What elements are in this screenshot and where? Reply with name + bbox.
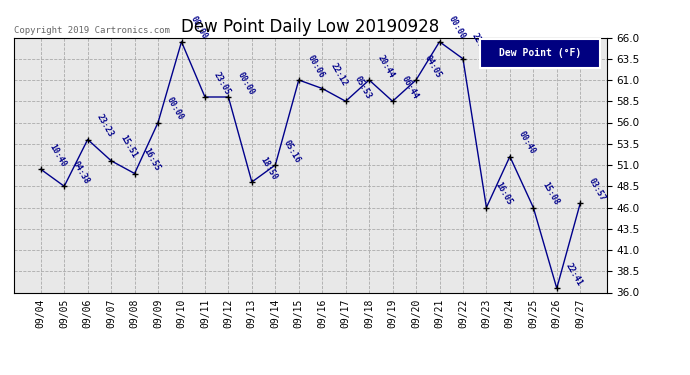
Text: 18:50: 18:50 — [259, 155, 279, 181]
Text: 00:06: 00:06 — [306, 53, 326, 79]
Text: Dew Point (°F): Dew Point (°F) — [499, 48, 581, 58]
Text: 23:05: 23:05 — [212, 70, 233, 96]
Text: 05:16: 05:16 — [282, 138, 302, 164]
Text: 16:55: 16:55 — [141, 147, 162, 173]
Text: 00:40: 00:40 — [517, 130, 537, 156]
Text: 23:23: 23:23 — [95, 112, 115, 139]
Text: 05:53: 05:53 — [353, 74, 373, 100]
Text: 20:44: 20:44 — [376, 53, 396, 79]
Text: 00:00: 00:00 — [188, 15, 209, 41]
Text: 00:00: 00:00 — [165, 96, 186, 122]
Text: 06:44: 06:44 — [400, 74, 420, 100]
Text: 15:08: 15:08 — [540, 181, 560, 207]
Text: 10:40: 10:40 — [48, 142, 68, 168]
Text: 16:05: 16:05 — [493, 181, 513, 207]
Text: 00:00: 00:00 — [235, 70, 256, 96]
Text: 04:38: 04:38 — [71, 159, 92, 186]
Text: 15:51: 15:51 — [118, 134, 139, 160]
Text: 22:12: 22:12 — [329, 62, 349, 88]
Text: 00:00: 00:00 — [446, 15, 466, 41]
Text: 22:36: 22:36 — [470, 32, 490, 58]
Text: 04:05: 04:05 — [423, 53, 443, 79]
Text: 22:41: 22:41 — [564, 261, 584, 288]
Text: 03:57: 03:57 — [587, 176, 607, 203]
Title: Dew Point Daily Low 20190928: Dew Point Daily Low 20190928 — [181, 18, 440, 36]
Text: Copyright 2019 Cartronics.com: Copyright 2019 Cartronics.com — [14, 26, 170, 35]
